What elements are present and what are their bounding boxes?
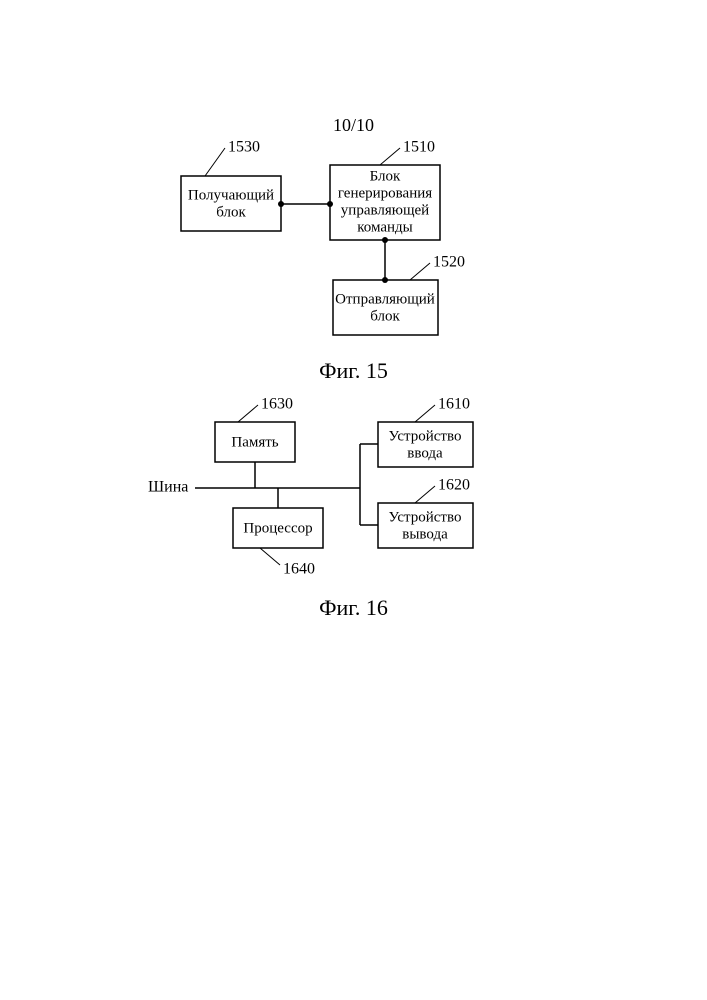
sending-leader [410, 263, 430, 280]
output-ref: 1620 [438, 477, 470, 494]
receiving-block-line1: Получающий [188, 187, 274, 203]
input-line1: Устройство [389, 428, 462, 444]
gen-leader [380, 148, 400, 165]
sending-block-line2: блок [370, 308, 400, 324]
memory-ref: 1630 [261, 396, 293, 413]
receiving-block-line2: блок [216, 204, 246, 220]
processor-ref: 1640 [283, 561, 315, 578]
bus-label: Шина [148, 479, 188, 496]
sending-ref: 1520 [433, 254, 465, 271]
fig15: Получающий блок 1530 Блок генерирования … [181, 139, 465, 335]
processor-text: Процессор [243, 520, 312, 536]
diagrams-svg: Получающий блок 1530 Блок генерирования … [0, 0, 707, 1000]
memory-leader [238, 405, 258, 422]
output-leader [415, 486, 435, 503]
dot-send-top [382, 277, 388, 283]
output-line1: Устройство [389, 509, 462, 525]
input-leader [415, 405, 435, 422]
gen-block-line1: Блок [370, 168, 401, 184]
fig16-caption: Фиг. 16 [319, 595, 388, 621]
processor-leader [260, 548, 280, 565]
gen-block-line4: команды [357, 219, 413, 235]
input-ref: 1610 [438, 396, 470, 413]
dot-recv [278, 201, 284, 207]
gen-block-line2: генерирования [338, 185, 432, 201]
output-line2: вывода [402, 526, 448, 542]
dot-gen-left [327, 201, 333, 207]
input-line2: ввода [407, 445, 443, 461]
receiving-leader [205, 148, 225, 176]
dot-gen-bot [382, 237, 388, 243]
memory-text: Память [231, 434, 278, 450]
fig15-caption: Фиг. 15 [319, 358, 388, 384]
receiving-ref: 1530 [228, 139, 260, 156]
sending-block-line1: Отправляющий [335, 291, 435, 307]
gen-block-line3: управляющей [341, 202, 429, 218]
gen-ref: 1510 [403, 139, 435, 156]
fig16: Память 1630 Устройство ввода 1610 Процес… [148, 396, 473, 578]
